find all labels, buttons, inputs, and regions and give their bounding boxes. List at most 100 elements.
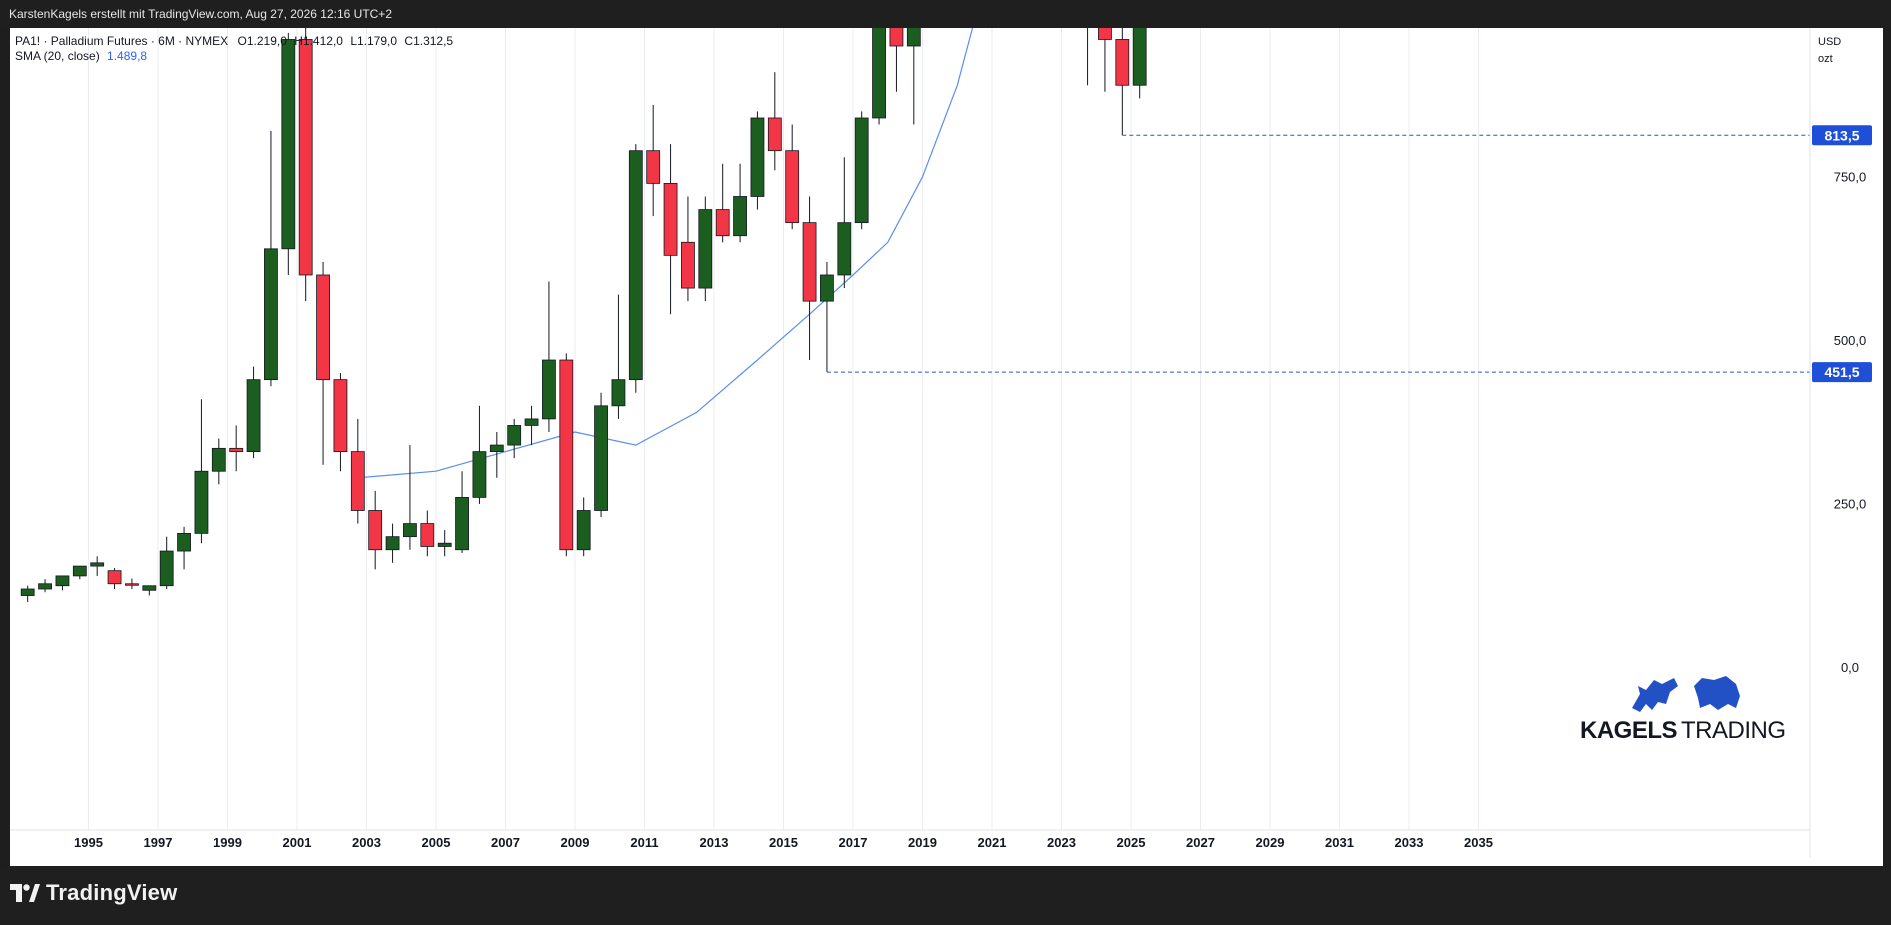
x-tick-label: 2001 — [283, 835, 312, 850]
candle-up — [507, 425, 522, 446]
candle-up — [211, 447, 226, 472]
kagels-trading-watermark: KAGELS TRADING — [1580, 676, 1786, 744]
candle-up — [854, 117, 869, 224]
ohlc-low-label: L — [350, 34, 357, 48]
tradingview-logo[interactable]: TradingView — [10, 880, 177, 906]
candle-up — [437, 542, 452, 547]
candle-down — [125, 583, 139, 586]
level-label: 813,5 — [1824, 127, 1859, 143]
x-tick-label: 2025 — [1117, 835, 1146, 850]
chart-frame[interactable]: 0,0250,0500,0750,01.000,01.250,01.500,01… — [10, 28, 1883, 890]
ohlc-low-value: 1.179,0 — [357, 34, 398, 48]
symbol-legend[interactable]: PA1! · Palladium Futures · 6M · NYMEX O1… — [15, 34, 453, 48]
candle-up — [72, 565, 87, 577]
candle-down — [767, 117, 782, 152]
price-level-labels: 3.425,03.019,02.360,02.195,52.129,01.531… — [1812, 125, 1872, 383]
candle-down — [785, 150, 800, 224]
candle-up — [489, 444, 504, 453]
x-tick-label: 2015 — [769, 835, 798, 850]
candle-down — [107, 570, 122, 585]
candle-down — [802, 222, 817, 302]
candle-up — [524, 418, 539, 426]
x-tick-label: 2009 — [561, 835, 590, 850]
candle-up — [542, 359, 556, 420]
candles — [20, 28, 1147, 603]
candle-up — [750, 117, 765, 197]
candle-up — [281, 39, 296, 250]
candle-down — [350, 451, 365, 511]
y-tick-label: 250,0 — [1834, 496, 1867, 511]
sma-line — [357, 28, 974, 479]
x-tick-label: 2007 — [491, 835, 520, 850]
candle-down — [663, 182, 678, 256]
ohlc-close-value: 1.312,5 — [413, 34, 454, 48]
ohlc-close-label: C — [404, 34, 414, 48]
candle-up — [403, 523, 417, 538]
level-label-bg — [1812, 362, 1872, 383]
sma-legend-label: SMA (20, close) — [15, 49, 100, 63]
candle-up — [628, 150, 643, 381]
y-tick-label: 750,0 — [1834, 169, 1867, 184]
level-label-bg — [1812, 125, 1872, 146]
candle-down — [1115, 39, 1130, 86]
x-tick-label: 2035 — [1464, 835, 1493, 850]
x-tick-label: 1995 — [74, 835, 103, 850]
candle-up — [698, 209, 713, 289]
candle-up — [820, 274, 834, 302]
bottom-bar — [0, 866, 1891, 925]
y-tick-label: 0,0 — [1841, 660, 1859, 675]
symbol-title: PA1! · Palladium Futures · 6M · NYMEX — [15, 34, 229, 48]
candle-down — [559, 359, 574, 551]
candle-down — [420, 523, 435, 547]
ohlc-open-value: 1.219,0 — [246, 34, 287, 48]
sma-line-group — [357, 28, 974, 479]
candle-down — [368, 510, 383, 551]
x-tick-label: 2005 — [422, 835, 451, 850]
level-label: 451,5 — [1824, 364, 1859, 380]
candle-up — [472, 451, 487, 498]
candle-up — [906, 28, 921, 47]
candle-up — [837, 222, 852, 276]
watermark-light: TRADING — [1681, 717, 1786, 744]
candle-up — [177, 532, 191, 552]
sma-legend[interactable]: SMA (20, close) 1.489,8 — [15, 49, 147, 63]
watermark-bold: KAGELS — [1580, 717, 1678, 744]
x-tick-label: 2013 — [700, 835, 729, 850]
candle-down — [1098, 28, 1112, 40]
time-axis[interactable]: 1995 1997 1999 2001 2003 2005 2007 2009 2011 2013… — [74, 835, 1493, 850]
candle-up — [246, 379, 261, 453]
sma-legend-value: 1.489,8 — [107, 49, 148, 63]
chart-svg[interactable]: 0,0250,0500,0750,01.000,01.250,01.500,01… — [10, 28, 1883, 866]
unit-label[interactable]: ozt — [1818, 53, 1833, 65]
x-tick-label: 2031 — [1325, 835, 1354, 850]
candle-up — [194, 470, 209, 534]
currency-label[interactable]: USD — [1818, 36, 1842, 48]
candle-down — [316, 274, 330, 381]
candle-up — [264, 248, 278, 381]
candle-down — [229, 447, 244, 453]
x-tick-label: 1997 — [144, 835, 173, 850]
candle-down — [646, 150, 661, 184]
candle-up — [55, 575, 70, 587]
tradingview-brand: TradingView — [46, 880, 178, 905]
candle-up — [733, 196, 747, 237]
candle-down — [715, 209, 730, 237]
candle-down — [333, 379, 348, 453]
x-tick-label: 2033 — [1395, 835, 1424, 850]
candle-up — [872, 28, 886, 119]
x-tick-label: 2011 — [630, 835, 658, 850]
x-tick-label: 2029 — [1256, 835, 1285, 850]
x-tick-label: 2017 — [839, 835, 868, 850]
candle-up — [38, 583, 52, 590]
x-tick-label: 2021 — [978, 835, 1007, 850]
candle-up — [20, 588, 35, 596]
bear-icon — [1694, 676, 1740, 710]
candle-up — [611, 379, 626, 407]
candle-down — [298, 39, 313, 276]
price-axis[interactable]: 0,0250,0500,0750,01.000,01.250,01.500,01… — [1828, 28, 1871, 675]
candle-up — [594, 405, 608, 511]
ohlc-open-label: O — [237, 34, 247, 48]
x-tick-label: 1999 — [213, 835, 242, 850]
candle-up — [455, 497, 469, 551]
